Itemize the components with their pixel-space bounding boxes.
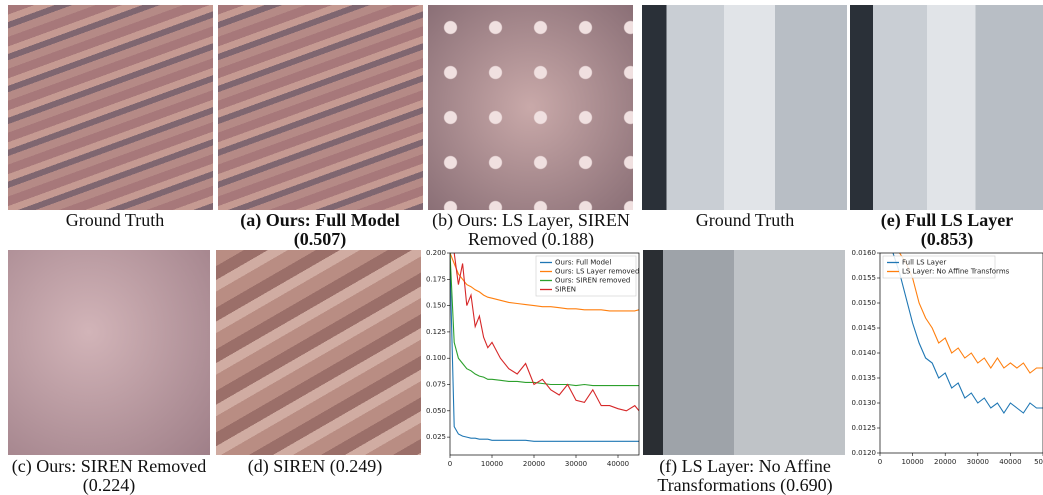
y-tick-label: 0.150 [426, 302, 446, 310]
image [8, 5, 213, 210]
y-tick-label: 0.0155 [852, 274, 877, 282]
caption: (e) Full LS Layer(0.853) [832, 211, 1043, 249]
legend-label: Ours: SIREN removed [555, 277, 630, 285]
image [643, 250, 845, 455]
y-tick-label: 0.0160 [852, 249, 877, 257]
chart: 0.025 0.050 0.075 0.100 0.125 0.150 0.175 0.200… [420, 248, 642, 473]
legend-label: Full LS Layer [902, 259, 946, 267]
caption: Ground Truth [630, 211, 860, 230]
y-tick-label: 0.0145 [852, 324, 877, 332]
legend-label: LS Layer: No Affine Transforms [902, 268, 1010, 276]
x-tick-label: 40000 [999, 458, 1021, 466]
x-tick-label: 10000 [901, 458, 923, 466]
x-tick-label: 0 [448, 460, 452, 468]
y-tick-label: 0.0130 [852, 399, 877, 407]
x-tick-label: 0 [878, 458, 882, 466]
caption: (c) Ours: SIREN Removed(0.224) [0, 457, 224, 495]
y-tick-label: 0.0150 [852, 299, 877, 307]
legend-label: Ours: Full Model [555, 259, 611, 267]
y-tick-label: 0.100 [426, 354, 446, 362]
page: Ground Truth (a) Ours: Full Model(0.507)… [0, 0, 1043, 493]
caption: Ground Truth [0, 211, 230, 230]
image [216, 250, 421, 455]
y-tick-label: 0.0125 [852, 424, 877, 432]
x-tick-label: 5000 [1034, 458, 1043, 466]
image [850, 5, 1043, 210]
y-tick-label: 0.125 [426, 328, 446, 336]
x-tick-label: 20000 [934, 458, 956, 466]
x-tick-label: 30000 [967, 458, 989, 466]
image [642, 5, 847, 210]
x-tick-label: 20000 [523, 460, 545, 468]
caption: (d) SIREN (0.249) [200, 457, 430, 476]
y-tick-label: 0.175 [426, 275, 446, 283]
y-tick-label: 0.0140 [852, 349, 877, 357]
y-tick-label: 0.025 [426, 433, 446, 441]
image [8, 250, 210, 455]
y-tick-label: 0.200 [426, 249, 446, 257]
y-tick-label: 0.075 [426, 381, 446, 389]
legend-label: Ours: LS Layer removed [555, 268, 639, 276]
x-tick-label: 30000 [565, 460, 587, 468]
caption: (a) Ours: Full Model(0.507) [205, 211, 435, 249]
y-tick-label: 0.0120 [852, 449, 877, 457]
legend-label: SIREN [555, 286, 576, 294]
y-tick-label: 0.050 [426, 407, 446, 415]
image [428, 5, 633, 210]
chart: 0.0120 0.0125 0.0130 0.0135 0.0140 0.0145 0.01… [845, 248, 1043, 473]
x-tick-label: 10000 [481, 460, 503, 468]
image [218, 5, 423, 210]
x-tick-label: 40000 [607, 460, 629, 468]
y-tick-label: 0.0135 [852, 374, 877, 382]
